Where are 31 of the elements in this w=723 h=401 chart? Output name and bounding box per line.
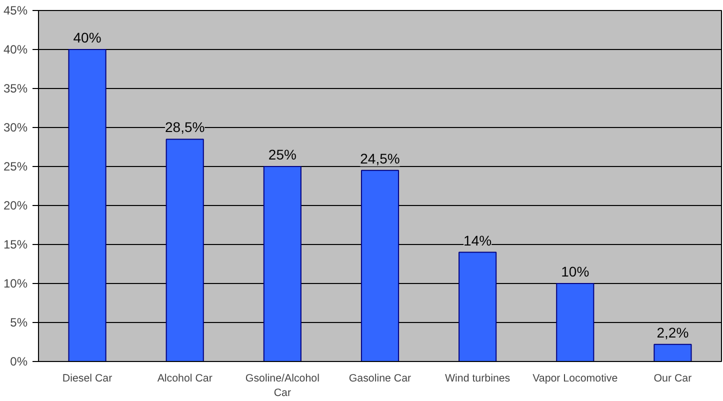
y-tick-label: 15% xyxy=(3,238,28,252)
data-label: 28,5% xyxy=(165,119,205,136)
data-label: 25% xyxy=(268,146,296,162)
y-tick-label: 30% xyxy=(3,120,28,134)
x-tick-label: Gasoline Car xyxy=(348,372,412,384)
y-tick-label: 40% xyxy=(3,42,28,56)
data-label: 14% xyxy=(464,232,492,248)
bar xyxy=(68,49,106,362)
data-label: 10% xyxy=(561,264,590,280)
y-tick-label: 35% xyxy=(3,82,28,96)
y-tick-label: 45% xyxy=(3,4,28,18)
x-tick-label: Vapor Locomotive xyxy=(532,372,618,384)
x-tick-label: Wind turbines xyxy=(444,372,510,384)
bar xyxy=(654,344,692,362)
bar xyxy=(556,283,594,362)
y-tick-label: 0% xyxy=(10,354,28,368)
data-label: 24,5% xyxy=(360,150,400,166)
data-label: 40% xyxy=(73,30,102,46)
x-tick-label: Alcohol Car xyxy=(157,372,213,384)
bar xyxy=(263,166,302,362)
x-tick-label: Diesel Car xyxy=(62,372,113,384)
y-tick-label: 20% xyxy=(3,198,28,212)
y-tick-label: 25% xyxy=(3,160,28,174)
data-label: 2,2% xyxy=(656,324,689,340)
bar xyxy=(166,138,204,362)
y-tick-label: 10% xyxy=(3,276,28,290)
x-tick-label: Gsoline/Alcohol Car xyxy=(245,372,320,399)
bar xyxy=(360,170,400,362)
y-tick-label: 5% xyxy=(10,316,28,330)
x-tick-label: Our Car xyxy=(654,372,692,384)
bar xyxy=(458,252,497,362)
